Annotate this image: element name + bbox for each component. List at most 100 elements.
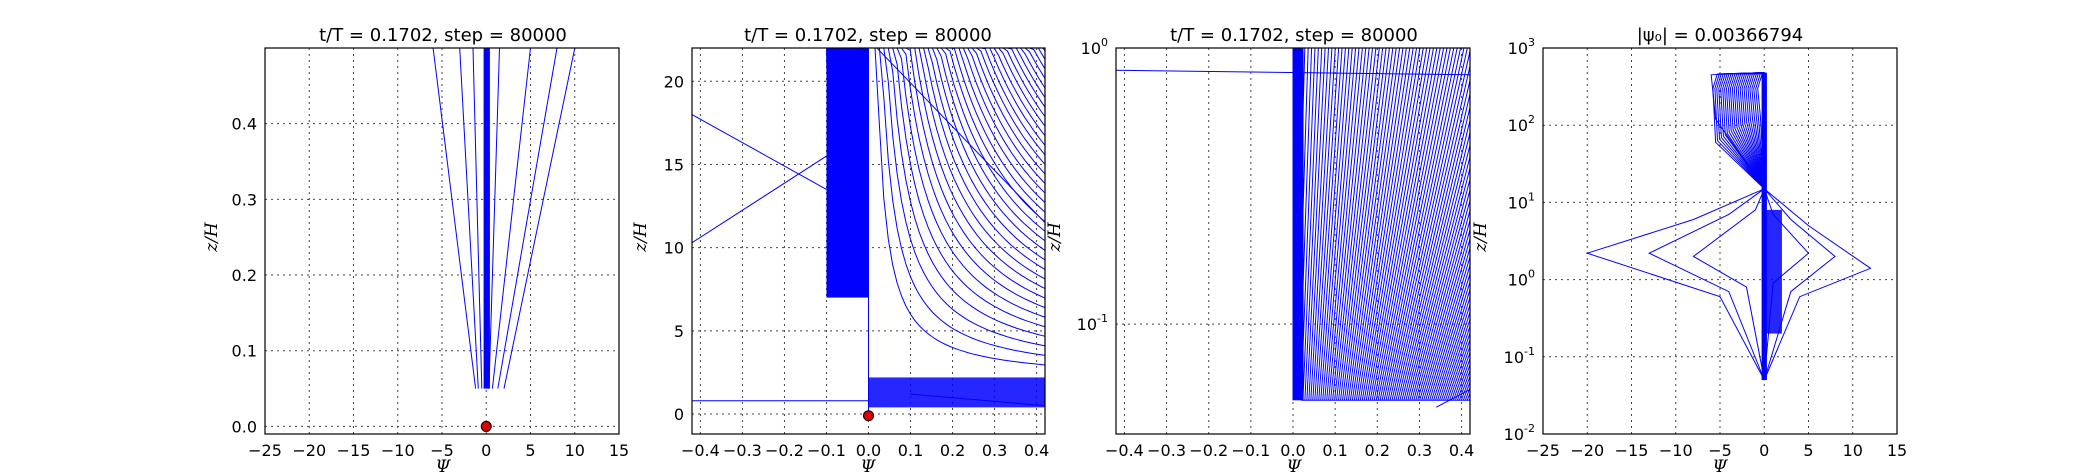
x-tick-label: −25 xyxy=(1526,441,1560,460)
series-line xyxy=(491,48,531,389)
series-line xyxy=(1763,188,1836,381)
panel-1: t/T = 0.1702, step = 80000 Ψ z/H −25 −20−… xyxy=(202,25,629,475)
series-line xyxy=(870,48,1045,261)
series-line xyxy=(870,48,1045,147)
x-tick-label: 0 xyxy=(481,441,491,460)
series-line xyxy=(1403,130,1470,401)
series-line xyxy=(692,155,827,244)
series-line xyxy=(870,48,1045,347)
dense-band xyxy=(826,48,869,298)
y-tick-label: 0.3 xyxy=(232,190,257,209)
x-tick-label: −5 xyxy=(430,441,454,460)
series-line xyxy=(1436,388,1470,408)
x-tick-label: −0.4 xyxy=(681,441,720,460)
series-line xyxy=(1417,208,1470,401)
x-tick-label: −0.4 xyxy=(1105,441,1144,460)
x-tick-label: 10 xyxy=(565,441,585,460)
series-line xyxy=(1379,48,1451,401)
x-tick-label: 5 xyxy=(525,441,535,460)
series-line xyxy=(870,48,1045,366)
series-line xyxy=(870,48,1045,337)
x-tick-label: −15 xyxy=(337,441,371,460)
series-line xyxy=(870,48,1045,223)
series-line xyxy=(1383,48,1458,401)
series-line xyxy=(1763,188,1872,381)
series-line xyxy=(1338,48,1380,401)
dense-band xyxy=(868,377,1045,408)
series-line xyxy=(870,48,1045,271)
panel-title: |ψ₀| = 0.00366794 xyxy=(1637,25,1804,46)
series-line xyxy=(1326,48,1360,401)
x-tick-label: 0.3 xyxy=(1407,441,1432,460)
series-line xyxy=(1411,177,1470,401)
y-tick-label: 100 xyxy=(1081,36,1108,58)
series-line xyxy=(1351,48,1404,401)
series-line xyxy=(1395,78,1470,401)
series-line xyxy=(1371,48,1438,401)
y-tick-label: 0.2 xyxy=(232,266,257,285)
y-tick-label: 0.1 xyxy=(232,342,257,361)
origin-marker xyxy=(863,410,874,422)
series-line xyxy=(870,48,1045,137)
x-tick-label: −5 xyxy=(1708,441,1732,460)
series-line xyxy=(1393,63,1470,401)
y-tick-label: 0 xyxy=(674,405,684,424)
series-line xyxy=(1322,48,1353,401)
series-line xyxy=(1373,48,1441,401)
series-line xyxy=(1425,246,1470,401)
series-line xyxy=(1361,48,1421,401)
series-line xyxy=(870,48,1045,204)
series-line xyxy=(1385,48,1462,401)
x-tick-label: 15 xyxy=(1887,441,1907,460)
series-line xyxy=(870,48,1045,108)
series-line xyxy=(1397,91,1470,401)
series-line xyxy=(1692,188,1765,381)
series-line xyxy=(870,48,1045,99)
x-tick-label: 0.4 xyxy=(1024,441,1049,460)
series-line xyxy=(1415,198,1470,401)
x-tick-label: −20 xyxy=(292,441,326,460)
series-line xyxy=(1435,288,1470,401)
y-axis-label: z/H xyxy=(202,221,222,253)
axes-frame xyxy=(1542,47,1898,435)
y-axis-label: z/H xyxy=(1045,221,1065,253)
axes-frame xyxy=(1115,47,1471,435)
dense-band xyxy=(483,48,490,389)
x-axis-label: Ψ xyxy=(1713,457,1729,475)
x-tick-label: −0.1 xyxy=(1231,441,1270,460)
series-line xyxy=(1330,48,1367,401)
x-tick-label: −0.3 xyxy=(1147,441,1186,460)
series-line xyxy=(1419,218,1470,401)
series-line xyxy=(503,48,576,389)
y-tick-label: 10-1 xyxy=(1077,312,1108,334)
series-line xyxy=(497,48,558,389)
series-line xyxy=(1407,154,1470,401)
series-line xyxy=(870,48,1045,156)
series-line xyxy=(1429,263,1470,401)
series-line xyxy=(1332,48,1370,401)
series-line xyxy=(1423,237,1470,401)
series-line xyxy=(870,48,1045,251)
series-line xyxy=(459,48,479,389)
series-line xyxy=(1365,48,1428,401)
series-line xyxy=(692,114,827,190)
series-line xyxy=(1441,310,1470,401)
series-line xyxy=(870,48,1045,213)
axes-frame xyxy=(264,47,620,435)
series-line xyxy=(1377,48,1448,401)
series-line xyxy=(1336,48,1377,401)
y-axis-label: z/H xyxy=(631,221,651,253)
series-line xyxy=(1405,143,1470,401)
y-tick-label: 10-2 xyxy=(1504,422,1535,444)
y-tick-label: 5 xyxy=(674,322,684,341)
plot-area xyxy=(1585,72,1872,381)
y-tick-label: 102 xyxy=(1508,113,1535,135)
series-line xyxy=(1349,48,1401,401)
series-line xyxy=(870,48,1045,175)
series-line xyxy=(1431,271,1470,401)
series-line xyxy=(1367,48,1431,401)
series-line xyxy=(432,48,477,389)
series-line xyxy=(1359,48,1418,401)
series-line xyxy=(1324,48,1357,401)
series-line xyxy=(870,48,1045,194)
